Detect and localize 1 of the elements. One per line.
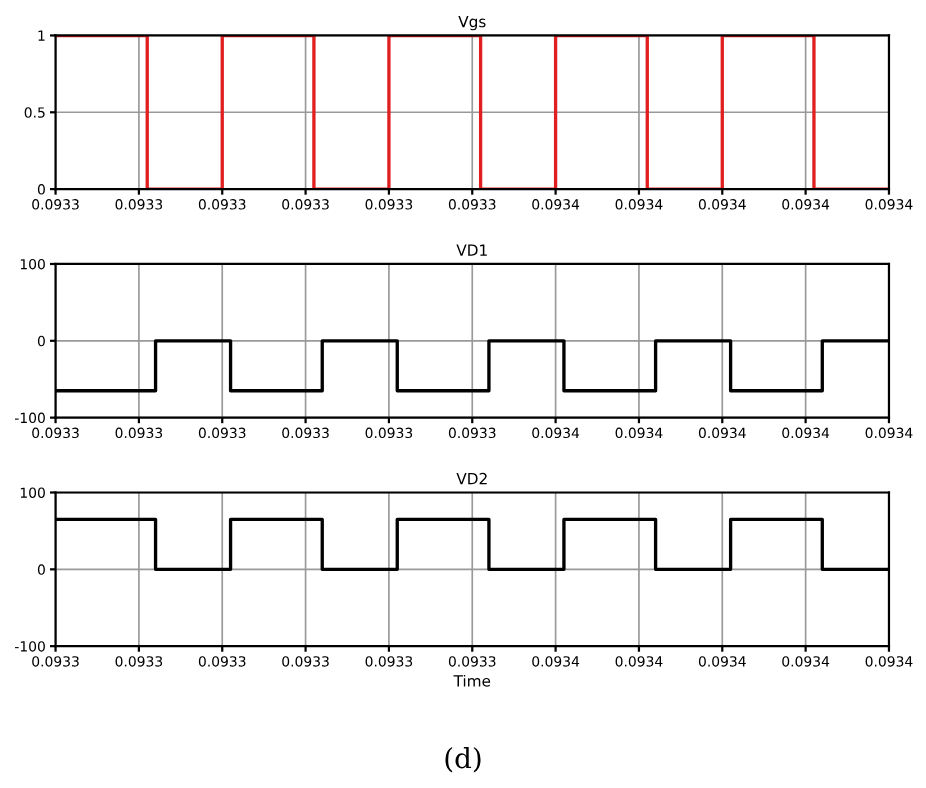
text: (d) [445,746,481,773]
